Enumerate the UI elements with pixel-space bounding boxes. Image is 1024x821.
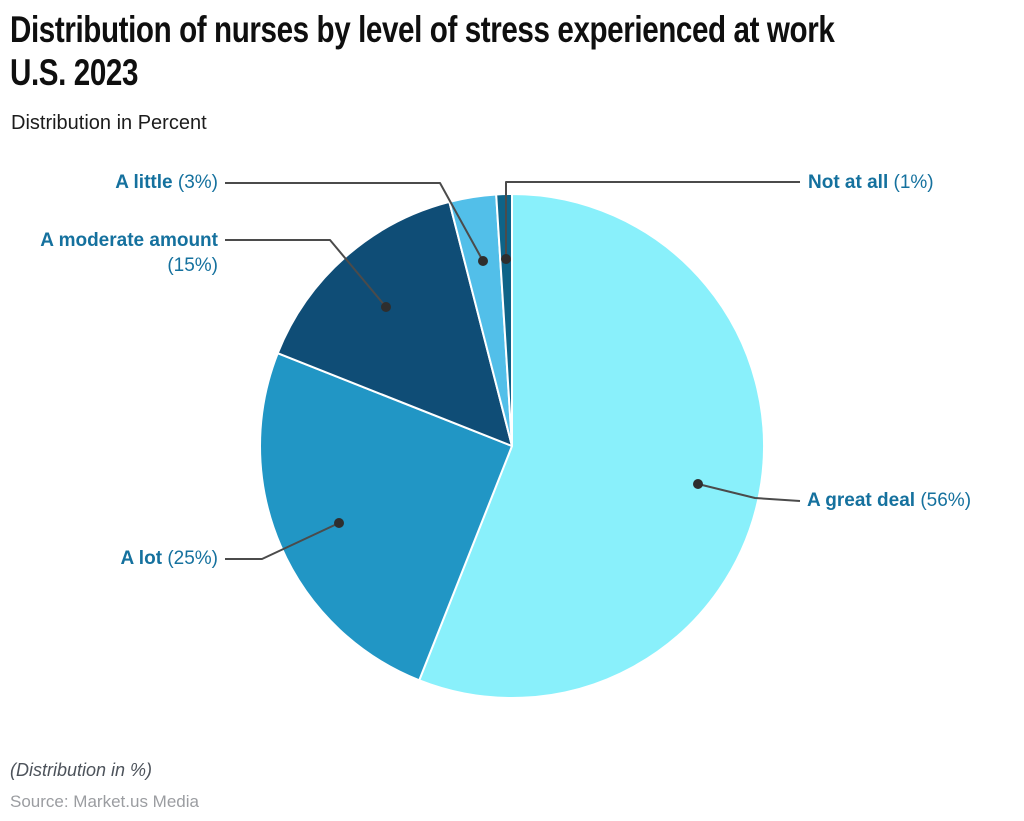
chart-title-line2: U.S. 2023	[10, 52, 139, 93]
label-a-great-deal: A great deal (56%)	[807, 488, 971, 513]
label-a-moderate-amount: A moderate amount (15%)	[40, 228, 218, 278]
chart-title: Distribution of nurses by level of stres…	[10, 8, 1024, 94]
label-a-little-pct: (3%)	[177, 172, 218, 193]
pie-slice-a-great-deal	[418, 193, 765, 699]
chart-footnote: (Distribution in %)	[10, 760, 153, 780]
label-a-moderate-amount-pct: (15%)	[167, 255, 218, 276]
label-a-great-deal-name: A great deal	[807, 490, 916, 511]
label-a-lot-pct: (25%)	[167, 548, 218, 569]
leader-dot-a-lot	[334, 518, 344, 528]
chart-subtitle: Distribution in Percent	[11, 112, 207, 134]
leader-line-a-moderate-amount	[225, 239, 387, 308]
leader-line-a-great-deal	[697, 483, 801, 502]
leader-line-not-at-all	[505, 181, 800, 259]
pie-slice-a-lot	[259, 352, 513, 682]
label-a-little: A little (3%)	[115, 170, 218, 195]
leader-line-a-little	[225, 182, 484, 262]
chart-source: Source: Market.us Media	[10, 792, 199, 811]
label-not-at-all-name: Not at all	[808, 172, 889, 193]
leader-dot-not-at-all	[501, 254, 511, 264]
label-a-lot-name: A lot	[120, 548, 163, 569]
label-a-little-name: A little	[115, 172, 173, 193]
label-a-moderate-amount-name: A moderate amount	[40, 230, 218, 251]
leader-dot-a-little	[478, 256, 488, 266]
pie-chart	[225, 181, 801, 699]
label-not-at-all: Not at all (1%)	[808, 170, 934, 195]
leader-line-a-lot	[225, 522, 340, 560]
label-a-great-deal-pct: (56%)	[920, 490, 972, 511]
chart-title-line1: Distribution of nurses by level of stres…	[10, 9, 835, 50]
leader-dot-a-moderate-amount	[381, 302, 391, 312]
label-a-lot: A lot (25%)	[121, 546, 218, 571]
label-not-at-all-pct: (1%)	[893, 172, 934, 193]
leader-dot-a-great-deal	[693, 479, 703, 489]
